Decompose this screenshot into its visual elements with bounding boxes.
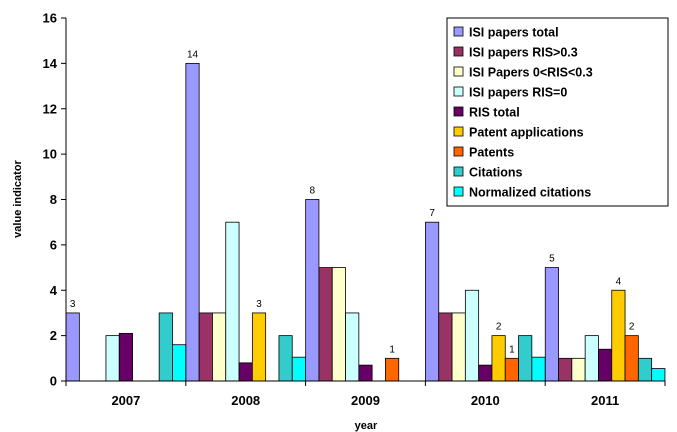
x-tick-label: 2011 xyxy=(591,393,619,408)
legend-swatch xyxy=(453,106,464,117)
x-tick-label: 2008 xyxy=(231,393,260,408)
bar-isi-papers-ris-0-3-2011 xyxy=(558,357,573,382)
legend-label: Citations xyxy=(469,166,523,180)
bar-normalized-citations-2011 xyxy=(651,368,666,382)
legend-label: Normalized citations xyxy=(469,186,591,200)
bar-citations-2007 xyxy=(158,312,173,382)
bar-isi-papers-total-2009 xyxy=(305,199,320,382)
bar-normalized-citations-2007 xyxy=(172,344,187,382)
bar-isi-papers-ris-0-3-2009 xyxy=(318,267,333,382)
bar-patent-applications-2011 xyxy=(611,289,626,382)
legend-swatch xyxy=(453,126,464,137)
x-axis-title: year xyxy=(355,420,378,432)
bar-ris-total-2008 xyxy=(238,362,253,382)
x-tick-label: 2010 xyxy=(471,393,500,408)
legend-label: ISI papers total xyxy=(469,26,559,40)
bar-isi-papers-ris-0-3-2010 xyxy=(438,312,453,382)
bar-isi-papers-ris-0-2007 xyxy=(105,335,120,382)
data-label: 2 xyxy=(629,322,635,333)
bar-isi-papers-total-2011 xyxy=(544,267,559,382)
bars-layer xyxy=(65,62,666,382)
x-tick-label: 2007 xyxy=(111,393,140,408)
bar-isi-papers-ris-0-2011 xyxy=(584,335,599,382)
legend-swatch xyxy=(453,26,464,37)
bar-isi-papers-0-ris-0-3-2010 xyxy=(451,312,466,382)
legend-swatch xyxy=(453,186,464,197)
data-label: 7 xyxy=(429,208,435,219)
bar-citations-2008 xyxy=(278,335,293,382)
bar-isi-papers-ris-0-2009 xyxy=(345,312,360,382)
bar-patent-applications-2010 xyxy=(491,335,506,382)
legend-label: ISI papers RIS>0.3 xyxy=(469,46,578,60)
y-tick-label: 8 xyxy=(50,192,57,207)
x-tick-label: 2009 xyxy=(351,393,380,408)
data-label: 3 xyxy=(70,299,76,310)
legend-label: Patents xyxy=(469,146,514,160)
bar-ris-total-2010 xyxy=(478,364,493,382)
data-label: 1 xyxy=(509,344,515,355)
bar-normalized-citations-2008 xyxy=(291,356,306,382)
bar-citations-2010 xyxy=(518,335,533,382)
bar-isi-papers-0-ris-0-3-2009 xyxy=(331,267,346,382)
bar-patents-2009 xyxy=(385,357,400,382)
legend-swatch xyxy=(453,146,464,157)
y-tick-label: 14 xyxy=(43,56,58,71)
bar-patent-applications-2008 xyxy=(251,312,267,382)
y-tick-label: 0 xyxy=(50,374,57,389)
data-label: 4 xyxy=(616,276,622,287)
y-tick-label: 4 xyxy=(50,283,58,298)
legend-swatch xyxy=(453,66,464,77)
bar-ris-total-2009 xyxy=(358,364,373,382)
legend-swatch xyxy=(453,86,464,97)
bar-ris-total-2011 xyxy=(598,348,613,382)
y-tick-label: 16 xyxy=(43,11,57,26)
y-axis-title: value indicator xyxy=(12,159,24,237)
legend-label: RIS total xyxy=(469,106,520,120)
bar-isi-papers-0-ris-0-3-2008 xyxy=(212,312,227,382)
bar-isi-papers-total-2008 xyxy=(185,62,200,382)
y-tick-label: 12 xyxy=(43,101,57,116)
legend-label: ISI Papers 0<RIS<0.3 xyxy=(469,66,593,80)
bar-ris-total-2007 xyxy=(118,332,133,382)
bar-isi-papers-ris-0-2010 xyxy=(464,289,480,382)
data-label: 14 xyxy=(187,49,199,60)
bar-patents-2010 xyxy=(504,357,519,382)
data-label: 5 xyxy=(549,254,555,265)
bar-isi-papers-ris-0-3-2008 xyxy=(198,312,213,382)
bar-patents-2011 xyxy=(624,335,639,382)
y-tick-label: 2 xyxy=(50,328,57,343)
data-label: 8 xyxy=(310,186,316,197)
data-label: 2 xyxy=(496,322,502,333)
legend-box xyxy=(446,17,669,207)
bar-citations-2011 xyxy=(637,357,653,382)
data-label: 3 xyxy=(256,299,262,310)
legend-label: ISI papers RIS=0 xyxy=(469,86,567,100)
data-label: 1 xyxy=(389,344,395,355)
bar-isi-papers-total-2010 xyxy=(425,221,440,382)
bar-normalized-citations-2010 xyxy=(531,356,546,382)
y-tick-label: 6 xyxy=(50,237,57,252)
bar-isi-papers-0-ris-0-3-2011 xyxy=(571,357,586,382)
legend-swatch xyxy=(453,166,464,177)
bar-isi-papers-ris-0-2008 xyxy=(225,221,240,382)
legend-label: Patent applications xyxy=(469,126,584,140)
legend: ISI papers total ISI papers RIS>0.3 ISI Pa… xyxy=(446,17,669,207)
y-tick-label: 10 xyxy=(43,147,57,162)
legend-swatch xyxy=(453,46,464,57)
bar-isi-papers-total-2007 xyxy=(65,312,80,382)
